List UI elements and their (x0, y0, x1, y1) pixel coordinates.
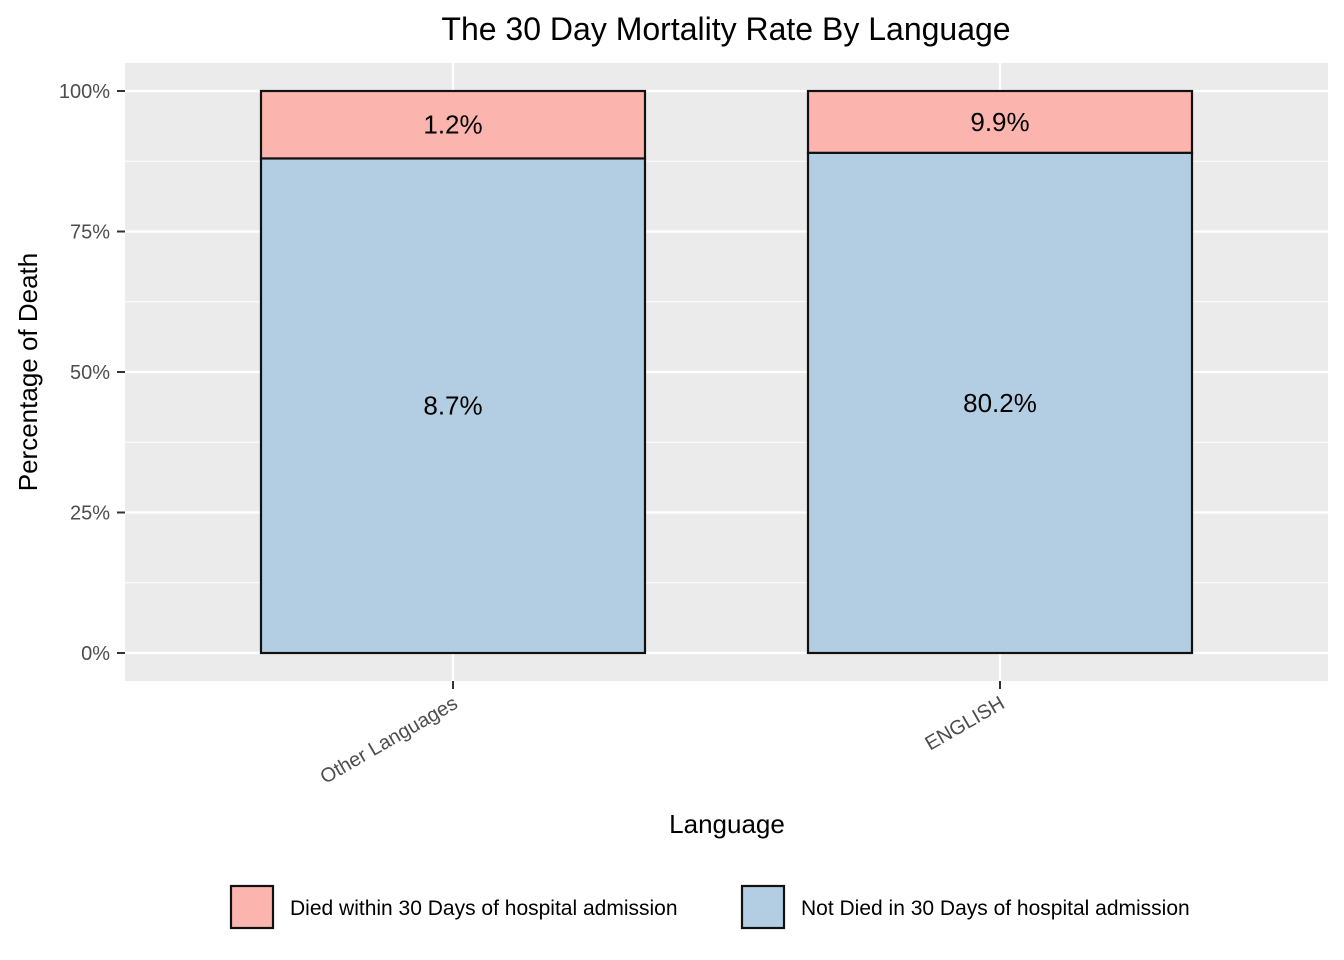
y-axis-title: Percentage of Death (13, 253, 43, 492)
data-label: 1.2% (423, 110, 482, 140)
chart-title: The 30 Day Mortality Rate By Language (441, 11, 1010, 47)
y-tick-label: 0% (81, 643, 110, 665)
data-label: 8.7% (423, 391, 482, 421)
y-axis: 0% 25% 50% 75% 100% (59, 81, 125, 665)
y-tick-label: 75% (70, 222, 110, 244)
legend-label: Died within 30 Days of hospital admissio… (290, 897, 678, 920)
bar-segment (259, 89, 647, 160)
legend-key (229, 884, 275, 930)
legend: Died within 30 Days of hospital admissio… (229, 884, 1190, 930)
x-tick-label: ENGLISH (921, 692, 1008, 755)
x-tick-label: Other Languages (317, 692, 462, 788)
legend-label: Not Died in 30 Days of hospital admissio… (801, 897, 1190, 920)
data-label: 9.9% (970, 107, 1029, 137)
legend-key (740, 884, 786, 930)
bar-segment (806, 151, 1194, 655)
bar-segment (806, 89, 1194, 154)
data-labels: 8.7% 1.2% 80.2% 9.9% (423, 107, 1037, 421)
x-axis: Other Languages ENGLISH (317, 681, 1009, 789)
x-axis-title: Language (669, 809, 785, 839)
bars (259, 89, 1194, 655)
y-tick-label: 50% (70, 362, 110, 384)
y-tick-label: 100% (59, 81, 110, 103)
y-tick-label: 25% (70, 503, 110, 525)
data-label: 80.2% (963, 388, 1037, 418)
bar-segment (259, 157, 647, 655)
